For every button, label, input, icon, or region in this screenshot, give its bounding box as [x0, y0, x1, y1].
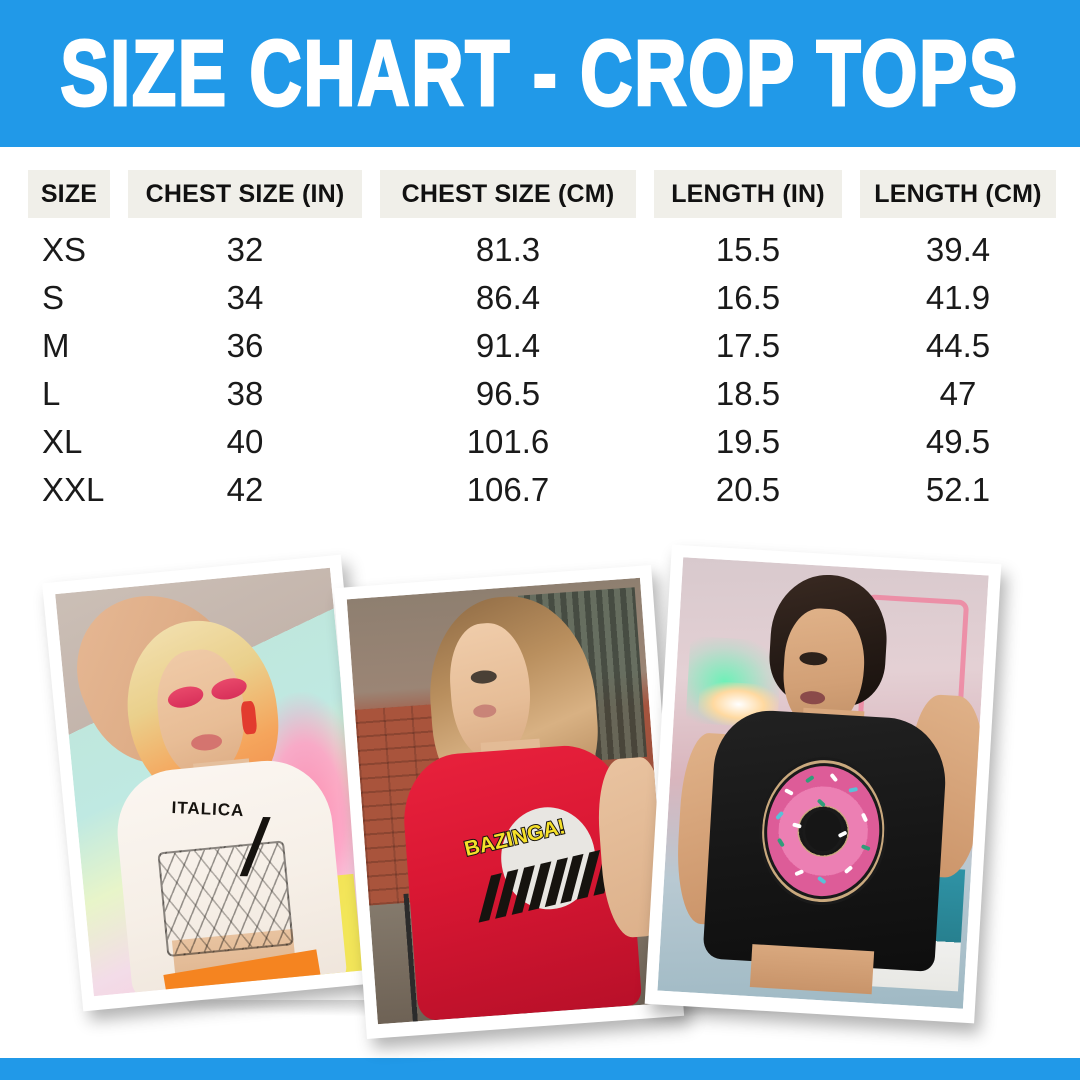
model-earring [240, 700, 258, 735]
table-row: XL 40 101.6 19.5 49.5 [0, 418, 1080, 466]
cell-size: L [42, 375, 61, 412]
column-header-chest-cm: CHEST SIZE (CM) [380, 170, 636, 218]
cell-chest-cm: 81.3 [475, 231, 541, 268]
table-body: XS 32 81.3 15.5 39.4 S 34 86.4 16.5 41.9… [0, 226, 1080, 514]
header-banner: SIZE CHART - CROP TOPS [0, 0, 1080, 147]
cell-chest-in: 32 [226, 231, 264, 268]
cell-length-cm: 44.5 [925, 327, 991, 364]
cell-length-in: 15.5 [715, 231, 781, 268]
cell-chest-in: 40 [226, 423, 264, 460]
cell-length-cm: 49.5 [925, 423, 991, 460]
column-header-length-cm: LENGTH (CM) [860, 170, 1056, 218]
photo-content [657, 557, 989, 1009]
shirt-graphic-donut [754, 753, 892, 909]
cell-length-in: 17.5 [715, 327, 781, 364]
photo-bazinga-red-crop-top: BAZINGA! [333, 564, 685, 1040]
table-row: M 36 91.4 17.5 44.5 [0, 322, 1080, 370]
footer-bar [0, 1058, 1080, 1080]
table-row: S 34 86.4 16.5 41.9 [0, 274, 1080, 322]
cell-chest-cm: 101.6 [466, 423, 550, 460]
table-header-row: SIZE CHEST SIZE (IN) CHEST SIZE (CM) LEN… [0, 170, 1080, 218]
column-header-length-in: LENGTH (IN) [654, 170, 842, 218]
cell-chest-cm: 96.5 [475, 375, 541, 412]
cell-chest-cm: 91.4 [475, 327, 541, 364]
page-title: SIZE CHART - CROP TOPS [60, 21, 1020, 125]
cell-length-cm: 52.1 [925, 471, 991, 508]
cell-length-in: 18.5 [715, 375, 781, 412]
cell-length-cm: 47 [939, 375, 977, 412]
table-row: L 38 96.5 18.5 47 [0, 370, 1080, 418]
photo-donut-black-crop-top [644, 544, 1002, 1024]
cell-chest-in: 38 [226, 375, 264, 412]
cell-size: XL [42, 423, 83, 460]
cell-chest-in: 36 [226, 327, 264, 364]
cell-chest-in: 34 [226, 279, 264, 316]
table-row: XXL 42 106.7 20.5 52.1 [0, 466, 1080, 514]
photo-content: ITALICA [55, 567, 369, 997]
cell-chest-cm: 106.7 [466, 471, 550, 508]
cell-chest-cm: 86.4 [475, 279, 541, 316]
size-chart-table: SIZE CHEST SIZE (IN) CHEST SIZE (CM) LEN… [0, 170, 1080, 514]
photo-collage: ITALICA BAZINGA! [0, 544, 1080, 1048]
cell-length-in: 20.5 [715, 471, 781, 508]
cell-size: XXL [42, 471, 105, 508]
shirt-graphic-line-art [157, 839, 295, 957]
photo-italica-white-crop-top: ITALICA [42, 554, 382, 1012]
cell-length-cm: 41.9 [925, 279, 991, 316]
model-midriff [749, 944, 875, 995]
cell-length-in: 16.5 [715, 279, 781, 316]
cell-size: XS [42, 231, 87, 268]
column-header-size: SIZE [28, 170, 110, 218]
column-header-chest-in: CHEST SIZE (IN) [128, 170, 362, 218]
table-row: XS 32 81.3 15.5 39.4 [0, 226, 1080, 274]
cell-chest-in: 42 [226, 471, 264, 508]
cell-size: S [42, 279, 65, 316]
photo-content: BAZINGA! [346, 577, 672, 1025]
cell-length-cm: 39.4 [925, 231, 991, 268]
cell-size: M [42, 327, 70, 364]
cell-length-in: 19.5 [715, 423, 781, 460]
